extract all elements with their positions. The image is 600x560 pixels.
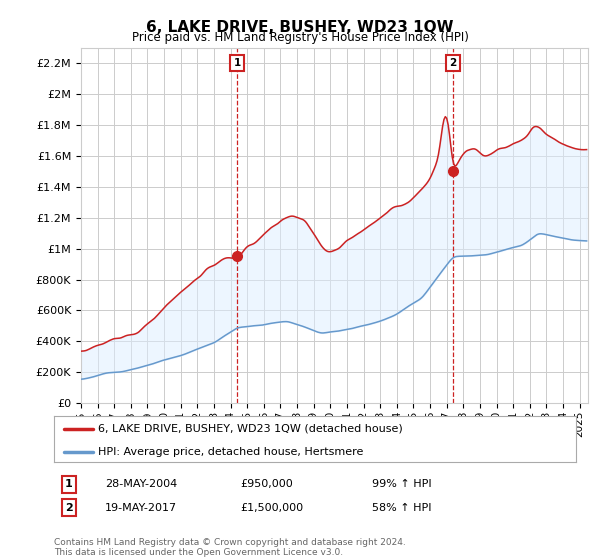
Text: 6, LAKE DRIVE, BUSHEY, WD23 1QW: 6, LAKE DRIVE, BUSHEY, WD23 1QW bbox=[146, 20, 454, 35]
Text: 19-MAY-2017: 19-MAY-2017 bbox=[105, 503, 177, 513]
Text: 1: 1 bbox=[233, 58, 241, 68]
Text: 28-MAY-2004: 28-MAY-2004 bbox=[105, 479, 177, 489]
Text: Contains HM Land Registry data © Crown copyright and database right 2024.
This d: Contains HM Land Registry data © Crown c… bbox=[54, 538, 406, 557]
Text: 2: 2 bbox=[65, 503, 73, 513]
Text: 2: 2 bbox=[449, 58, 457, 68]
Text: 58% ↑ HPI: 58% ↑ HPI bbox=[372, 503, 431, 513]
Text: £950,000: £950,000 bbox=[240, 479, 293, 489]
Text: 6, LAKE DRIVE, BUSHEY, WD23 1QW (detached house): 6, LAKE DRIVE, BUSHEY, WD23 1QW (detache… bbox=[98, 424, 403, 434]
Text: HPI: Average price, detached house, Hertsmere: HPI: Average price, detached house, Hert… bbox=[98, 447, 364, 457]
Text: £1,500,000: £1,500,000 bbox=[240, 503, 303, 513]
Text: Price paid vs. HM Land Registry's House Price Index (HPI): Price paid vs. HM Land Registry's House … bbox=[131, 31, 469, 44]
Text: 1: 1 bbox=[65, 479, 73, 489]
Text: 99% ↑ HPI: 99% ↑ HPI bbox=[372, 479, 431, 489]
